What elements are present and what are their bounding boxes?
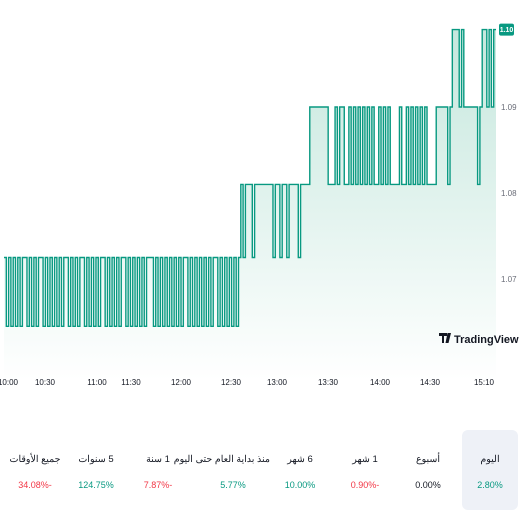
period-label: أسبوع [415,454,441,465]
period-label: 6 شهر [287,454,313,465]
x-tick-label: 10:00 [0,378,19,387]
period-label: 1 شهر [352,454,378,465]
period-label: جميع الأوقات [9,454,61,465]
area-fill [4,29,496,380]
period-tab[interactable]: جميع الأوقات 34.08%- [7,430,63,510]
y-axis: 1.07 1.08 1.09 [501,103,517,284]
x-tick-label: 11:00 [87,378,107,387]
period-change-value: 0.90%- [350,480,380,490]
x-axis: 10:00 10:30 11:00 11:30 12:00 12:30 13:00 13:30… [0,378,495,387]
period-change-value: 124.75% [78,480,114,490]
period-change-value: 2.80% [477,480,503,490]
y-tick-label: 1.07 [501,275,517,284]
price-line [4,28,496,327]
area-fill-path [4,29,496,380]
last-price-text: 1.10 [500,27,514,34]
period-tab[interactable]: أسبوع 0.00% [400,430,456,510]
period-label: اليوم [480,454,500,465]
period-tab[interactable]: 5 سنوات 124.75% [68,430,124,510]
period-performance-bar: جميع الأوقات 34.08%- 5 سنوات 124.75% 1 سنة 7.… [0,430,520,510]
y-tick-label: 1.09 [501,103,517,112]
tradingview-logo-icon [439,333,447,343]
x-tick-label: 12:00 [171,378,192,387]
period-change-value: 5.77% [220,480,246,490]
period-change-value: 10.00% [284,480,316,490]
x-tick-label: 15:10 [474,378,495,387]
period-label: 5 سنوات [78,454,114,465]
tradingview-logo-icon-mark [445,333,451,343]
period-change-value: 0.00% [415,480,441,490]
period-change-value: 7.87%- [143,480,173,490]
x-tick-label: 11:30 [121,378,141,387]
period-label: منذ بداية العام حتى اليوم [173,454,270,465]
price-chart: 1.07 1.08 1.09 10:00 10:30 11:00 11:30 12:00 12… [0,23,519,387]
x-tick-label: 12:30 [221,378,242,387]
x-tick-label: 14:00 [370,378,391,387]
x-tick-label: 13:30 [318,378,339,387]
last-price-label: 1.10 [499,23,514,36]
period-tab[interactable]: منذ بداية العام حتى اليوم 5.77% [173,430,270,510]
period-tab[interactable]: 1 سنة 7.87%- [130,430,186,510]
period-tab[interactable]: اليوم 2.80% [462,430,518,510]
x-tick-label: 10:30 [35,378,56,387]
tradingview-logo-text: TradingView [454,334,519,346]
x-tick-label: 14:30 [420,378,441,387]
series-line [4,28,496,327]
period-tab[interactable]: 6 شهر 10.00% [272,430,328,510]
period-tab[interactable]: 1 شهر 0.90%- [337,430,393,510]
tradingview-logo[interactable]: TradingView [439,333,519,346]
period-label: 1 سنة [146,454,170,465]
period-change-value: 34.08%- [18,480,52,490]
y-tick-label: 1.08 [501,189,517,198]
x-tick-label: 13:00 [267,378,288,387]
last-price-badge [499,23,514,36]
